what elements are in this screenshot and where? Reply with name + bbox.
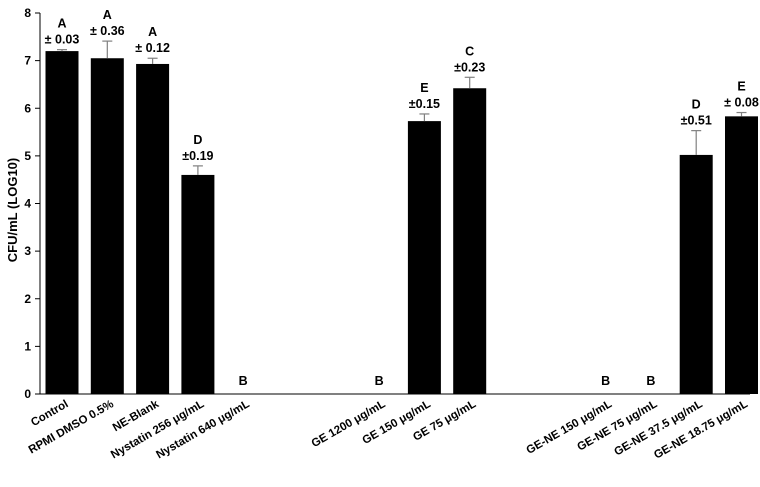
- y-tick-label: 5: [24, 149, 31, 163]
- significance-letter: E: [737, 80, 745, 94]
- y-tick-label: 4: [24, 197, 31, 211]
- bar: [90, 58, 124, 395]
- significance-letter: E: [420, 81, 428, 95]
- sd-label: ±0.51: [681, 114, 712, 128]
- error-bars: [57, 40, 747, 175]
- significance-letter: D: [692, 98, 701, 112]
- annotations: ± 0.03 A ± 0.36 A ± 0.12 A ±0.19 D B B ±0.15 E ±0.23…: [45, 8, 759, 388]
- sd-label: ± 0.03: [45, 33, 80, 47]
- sd-label: ±0.19: [182, 149, 213, 163]
- significance-letter: B: [646, 374, 655, 388]
- y-axis: 0 1 2 3 4 5 6 7 8: [24, 6, 41, 401]
- bar: [45, 51, 79, 394]
- significance-letter: B: [239, 374, 248, 388]
- y-tick-label: 2: [24, 292, 31, 306]
- sd-label: ±0.15: [409, 97, 440, 111]
- y-tick-label: 3: [24, 244, 31, 258]
- bar: [453, 88, 487, 394]
- significance-letter: C: [465, 44, 474, 58]
- sd-label: ±0.23: [454, 60, 485, 74]
- bar: [679, 154, 713, 394]
- y-tick-label: 0: [24, 387, 31, 401]
- y-axis-title: CFU/mL (LOG10): [5, 158, 20, 263]
- y-tick-label: 6: [24, 101, 31, 115]
- sd-label: ± 0.36: [90, 24, 125, 38]
- bars: [45, 51, 758, 395]
- y-tick-label: 7: [24, 54, 31, 68]
- bar: [407, 121, 441, 394]
- bar: [136, 63, 170, 395]
- sd-label: ± 0.12: [135, 41, 170, 55]
- bar: [725, 116, 758, 394]
- sd-label: ± 0.08: [724, 96, 759, 110]
- y-tick-label: 1: [24, 339, 31, 353]
- y-tick-label: 8: [24, 6, 31, 20]
- x-tick-label: RPMI DMSO 0.5%: [27, 398, 116, 456]
- bar: [181, 174, 215, 394]
- significance-letter: A: [103, 8, 112, 22]
- significance-letter: B: [375, 374, 384, 388]
- significance-letter: D: [193, 133, 202, 147]
- x-tick-label: GE 1200 μg/mL: [310, 398, 388, 450]
- significance-letter: B: [601, 374, 610, 388]
- significance-letter: A: [148, 25, 157, 39]
- significance-letter: A: [57, 17, 66, 31]
